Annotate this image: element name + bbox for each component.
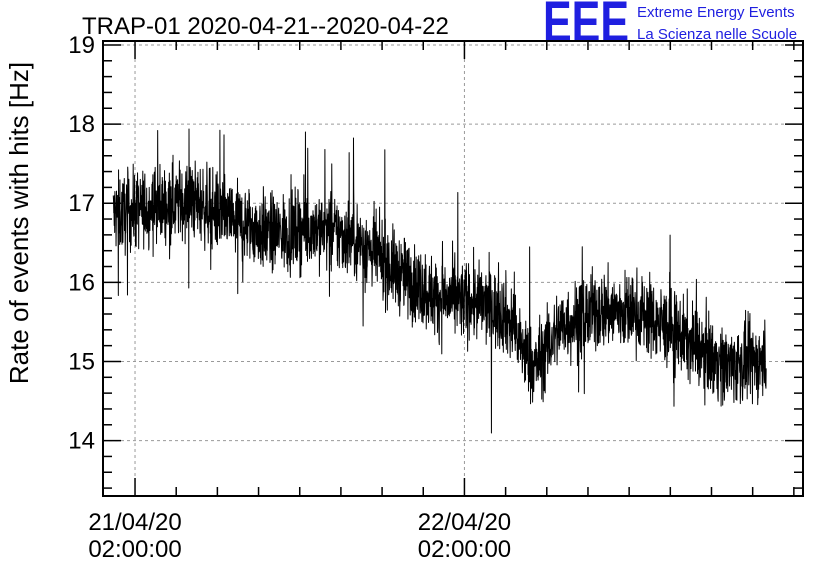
x-tick-label-date-0: 21/04/20: [88, 509, 181, 536]
y-tick-label-3: 17: [68, 190, 95, 217]
logo: EEE Extreme Energy Events La Scienza nel…: [543, 0, 797, 55]
y-tick-label-0: 14: [68, 428, 95, 455]
y-axis-title: Rate of events with hits [Hz]: [4, 62, 34, 384]
x-tick-label-time-1: 02:00:00: [418, 536, 511, 563]
y-axis: 14 15 16 17 18 19: [68, 32, 803, 489]
logo-mark: EEE: [543, 0, 629, 55]
y-tick-label-4: 18: [68, 111, 95, 138]
logo-line-2: La Scienza nelle Scuole: [637, 26, 797, 43]
x-tick-label-date-1: 22/04/20: [418, 509, 511, 536]
y-tick-label-5: 19: [68, 32, 95, 59]
plot-border: [102, 40, 804, 497]
logo-line-1: Extreme Energy Events: [637, 4, 795, 21]
y-tick-label-1: 15: [68, 348, 95, 375]
plot-frame: [102, 40, 804, 497]
y-tick-label-2: 16: [68, 269, 95, 296]
series-line: [112, 128, 767, 434]
x-tick-label-time-0: 02:00:00: [88, 536, 181, 563]
chart-title: TRAP-01 2020-04-21--2020-04-22: [82, 13, 449, 40]
